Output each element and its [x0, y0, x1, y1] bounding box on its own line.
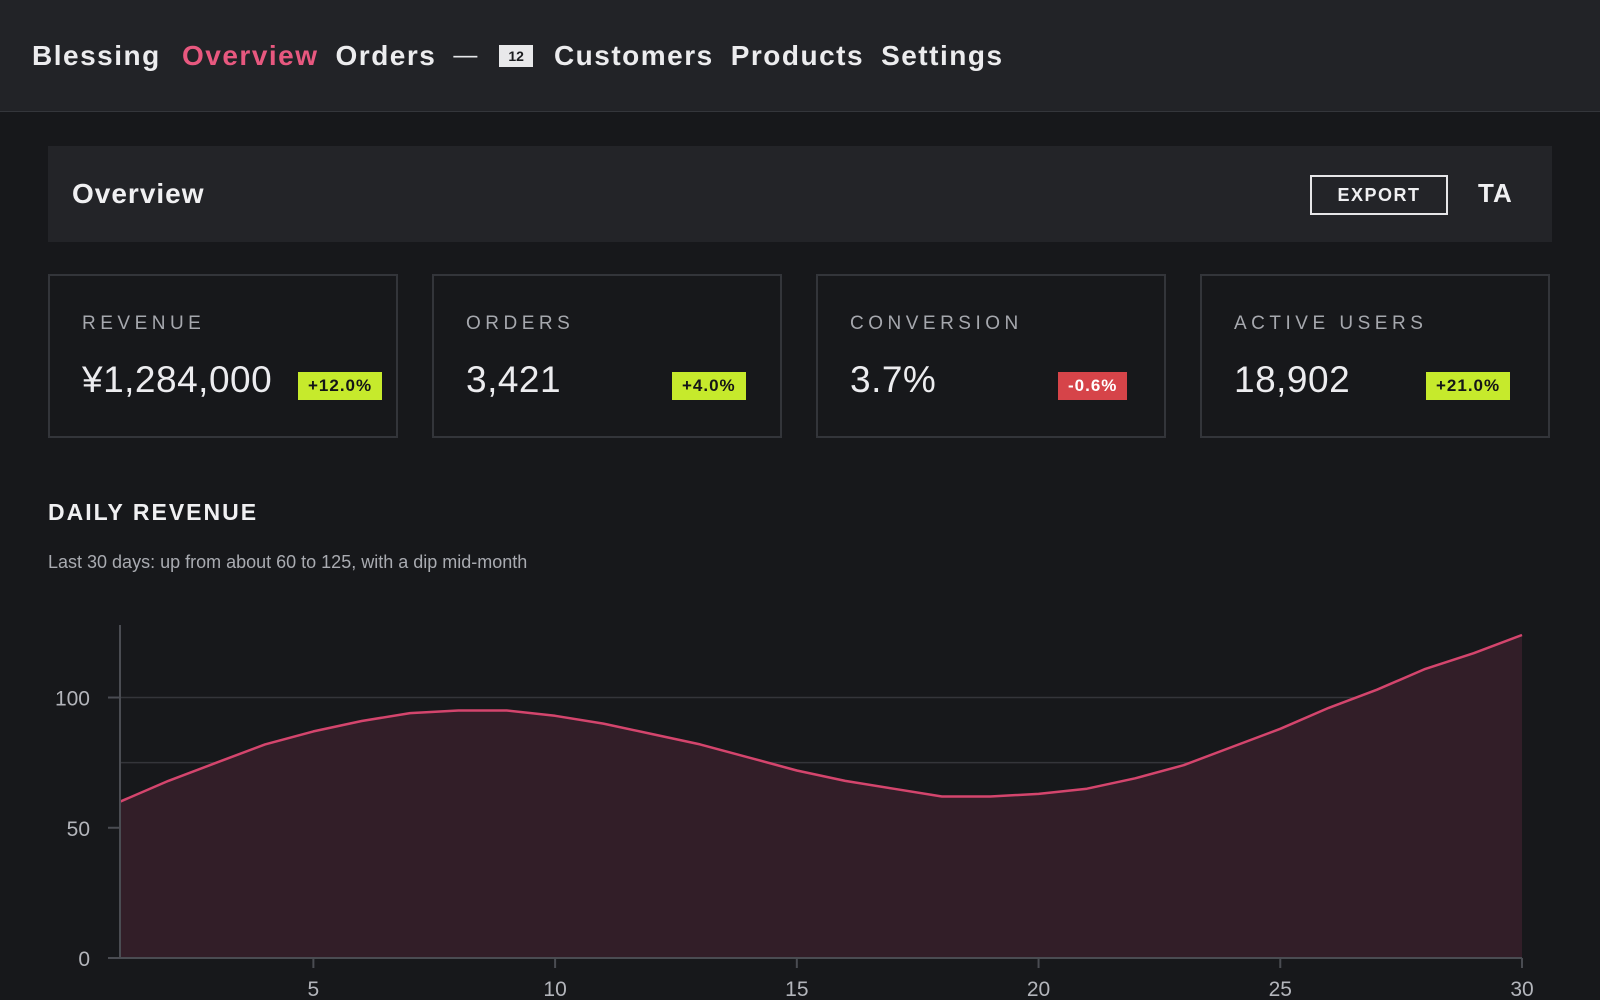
chart-title: DAILY REVENUE: [48, 499, 259, 525]
brand-name: Blessing: [32, 40, 161, 71]
nav-item-orders[interactable]: Orders: [335, 40, 437, 71]
page-header: Overview EXPORT TA: [48, 146, 1552, 242]
chart-x-tick-label: 20: [1027, 978, 1050, 1000]
orders-separator: —: [453, 42, 478, 69]
chart-y-tick-label: 50: [67, 818, 90, 841]
chart-series-line: [119, 633, 1523, 803]
avatar[interactable]: TA: [1478, 178, 1513, 208]
nav-item-products[interactable]: Products: [730, 40, 865, 71]
kpi-delta-badge: +4.0%: [672, 372, 746, 400]
kpi-value: 3,421: [466, 359, 562, 400]
kpi-label: ACTIVE USERS: [1234, 313, 1428, 334]
chart-x-tick-label: 15: [785, 978, 808, 1000]
top-navigation-bar: Blessing Overview Orders — 12 Customers …: [0, 0, 1600, 112]
chart-y-tick-label: 100: [55, 688, 90, 711]
kpi-delta-badge: +21.0%: [1426, 372, 1511, 400]
page-title: Overview: [72, 178, 205, 209]
orders-count-badge: 12: [499, 45, 533, 67]
kpi-card-orders: ORDERS 3,421 +4.0%: [432, 274, 782, 438]
kpi-label: ORDERS: [466, 313, 575, 334]
main-nav: Overview Orders — 12 Customers Products …: [182, 38, 1021, 74]
export-button[interactable]: EXPORT: [1310, 175, 1448, 215]
chart-subtitle: Last 30 days: up from about 60 to 125, w…: [48, 552, 528, 572]
kpi-value: 18,902: [1234, 359, 1351, 400]
kpi-card-revenue: REVENUE ¥1,284,000 +12.0%: [48, 274, 398, 438]
nav-item-customers[interactable]: Customers: [553, 40, 714, 71]
chart-area-fill: [120, 635, 1522, 958]
kpi-delta-badge: -0.6%: [1058, 372, 1128, 400]
kpi-card-conversion: CONVERSION 3.7% -0.6%: [816, 274, 1166, 438]
kpi-value: 3.7%: [850, 359, 937, 400]
chart-x-tick-label: 10: [543, 978, 566, 1000]
chart-x-tick-label: 30: [1510, 978, 1533, 1000]
kpi-card-active-users: ACTIVE USERS 18,902 +21.0%: [1200, 274, 1550, 438]
kpi-label: REVENUE: [82, 313, 206, 334]
chart-y-tick-label: 0: [78, 948, 90, 971]
kpi-value: ¥1,284,000: [82, 359, 273, 400]
nav-item-overview[interactable]: Overview: [182, 40, 319, 71]
nav-item-settings[interactable]: Settings: [881, 40, 1004, 71]
kpi-label: CONVERSION: [850, 313, 1023, 334]
daily-revenue-chart: 0 50 100 5 10 15 20 25 30: [55, 625, 1534, 1000]
kpi-delta-badge: +12.0%: [298, 372, 383, 400]
chart-x-tick-label: 5: [308, 978, 320, 1000]
chart-x-tick-label: 25: [1269, 978, 1292, 1000]
